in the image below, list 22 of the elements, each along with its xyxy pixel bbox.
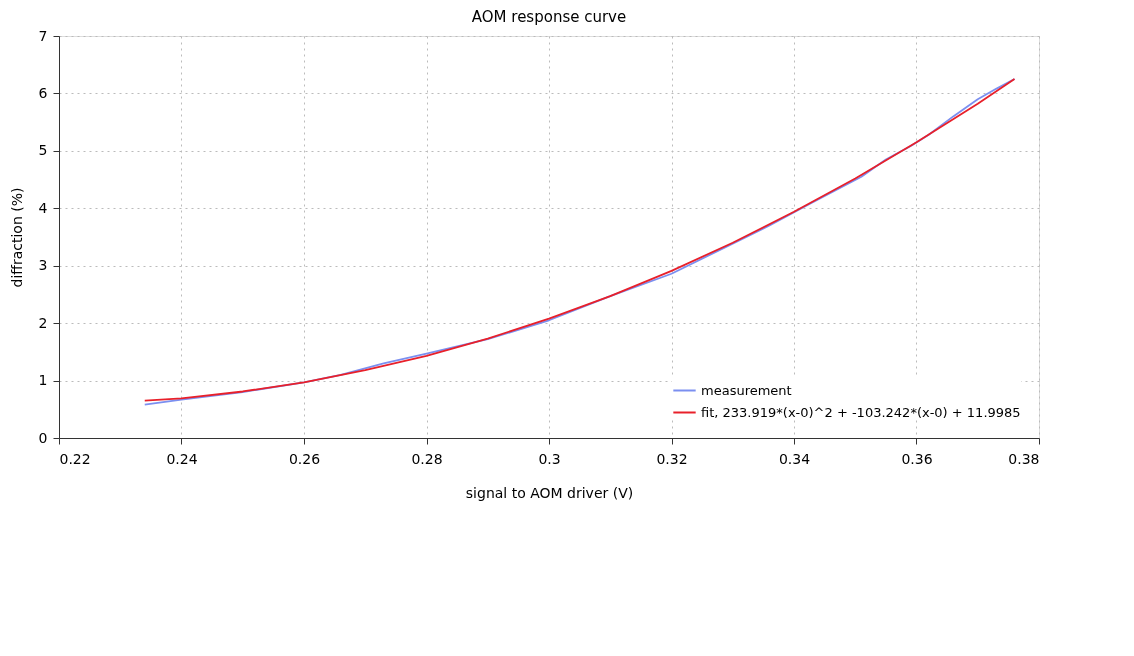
y-tick-label: 0	[38, 429, 48, 446]
legend-label: measurement	[701, 382, 792, 398]
legend-label: fit, 233.919*(x-0)^2 + -103.242*(x-0) + 11.9985	[701, 404, 1021, 420]
x-tick-label: 0.32	[656, 450, 688, 467]
x-tick-label: 0.28	[411, 450, 443, 467]
x-tick-label: 0.26	[288, 450, 321, 467]
x-tick-label: 0.22	[59, 450, 91, 467]
x-tick-label: 0.3	[538, 450, 561, 467]
y-tick-label: 5	[38, 142, 48, 159]
x-tick-label: 0.38	[1008, 450, 1040, 467]
y-tick-label: 3	[38, 257, 48, 274]
x-tick-label: 0.24	[166, 450, 198, 467]
chart-title: AOM response curve	[471, 8, 627, 26]
y-tick-label: 2	[38, 314, 48, 331]
x-axis-title: signal to AOM driver (V)	[465, 484, 634, 501]
y-axis-title: diffraction (%)	[8, 187, 25, 288]
x-tick-label: 0.36	[901, 450, 933, 467]
y-tick-label: 4	[38, 199, 48, 216]
y-tick-label: 7	[38, 27, 48, 44]
y-tick-label: 1	[38, 372, 48, 389]
x-tick-label: 0.34	[778, 450, 811, 467]
y-tick-label: 6	[38, 84, 48, 101]
